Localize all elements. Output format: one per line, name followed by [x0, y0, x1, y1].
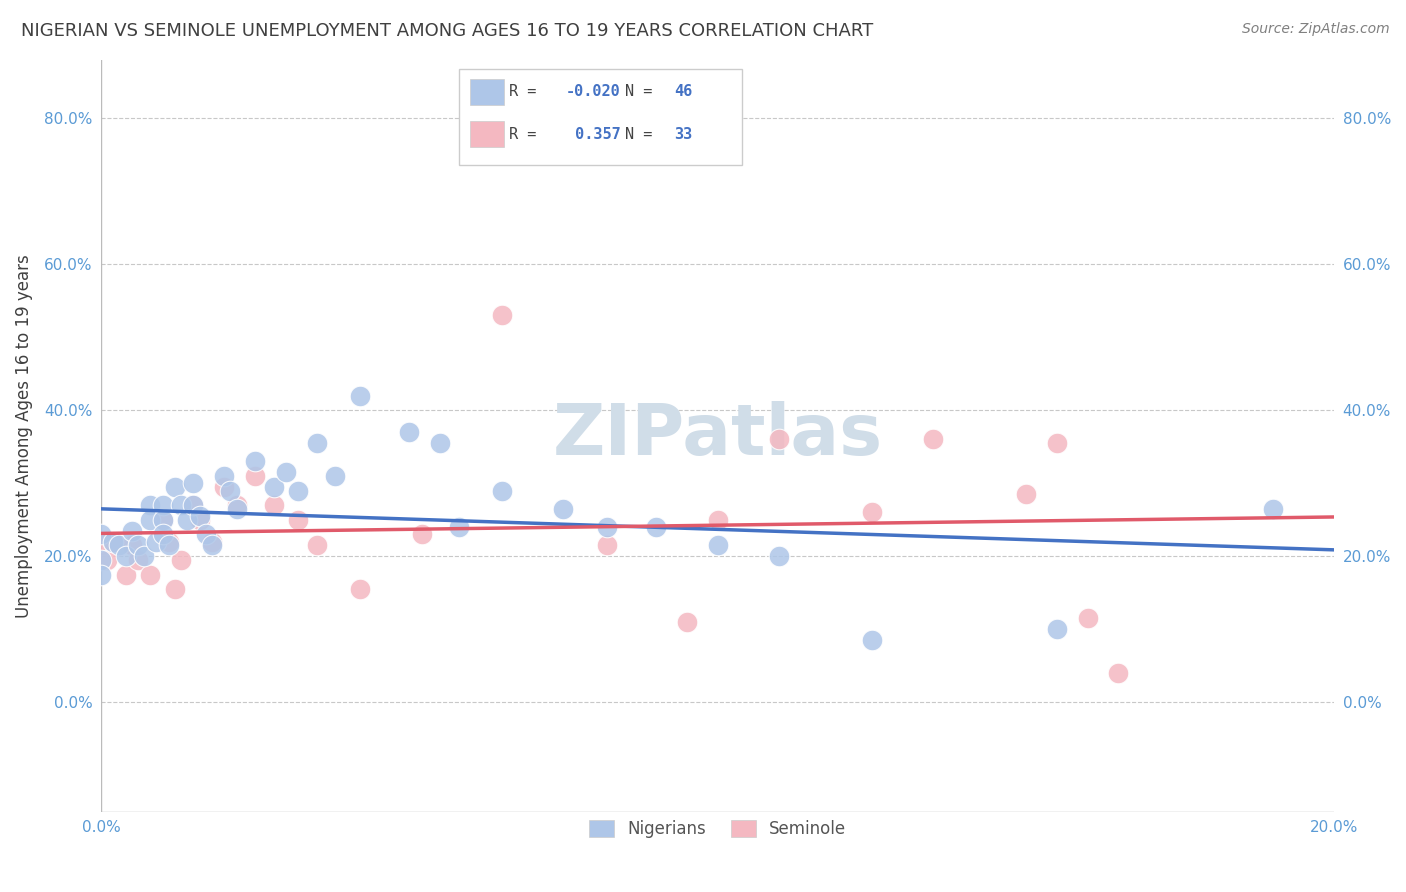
Point: [103, 534, 125, 549]
Point: [398, 425, 420, 439]
Point: [644, 520, 666, 534]
Text: NIGERIAN VS SEMINOLE UNEMPLOYMENT AMONG AGES 16 TO 19 YEARS CORRELATION CHART: NIGERIAN VS SEMINOLE UNEMPLOYMENT AMONG …: [21, 22, 873, 40]
FancyBboxPatch shape: [458, 69, 742, 165]
Point: [163, 582, 186, 596]
Point: [90, 567, 112, 582]
Text: Source: ZipAtlas.com: Source: ZipAtlas.com: [1241, 22, 1389, 37]
Point: [706, 538, 728, 552]
Text: -0.020: -0.020: [565, 85, 620, 99]
Point: [595, 520, 617, 534]
Point: [219, 483, 242, 498]
Point: [225, 501, 247, 516]
Point: [1046, 622, 1069, 636]
Point: [323, 469, 346, 483]
Text: 46: 46: [675, 85, 693, 99]
Point: [127, 553, 149, 567]
Point: [108, 538, 131, 552]
Point: [305, 538, 328, 552]
Point: [157, 538, 180, 552]
Point: [411, 527, 433, 541]
Point: [90, 538, 112, 552]
Point: [145, 534, 167, 549]
Text: N =: N =: [626, 127, 662, 142]
Point: [287, 513, 309, 527]
Point: [170, 498, 193, 512]
Point: [90, 553, 112, 567]
Point: [595, 538, 617, 552]
Point: [201, 538, 224, 552]
Point: [163, 480, 186, 494]
Point: [121, 538, 143, 552]
Point: [188, 513, 211, 527]
Point: [201, 534, 224, 549]
Point: [157, 534, 180, 549]
Point: [287, 483, 309, 498]
Text: R =: R =: [509, 85, 546, 99]
Point: [90, 527, 112, 541]
Point: [176, 513, 198, 527]
FancyBboxPatch shape: [470, 121, 505, 147]
Text: 33: 33: [675, 127, 693, 142]
FancyBboxPatch shape: [470, 79, 505, 104]
Point: [263, 480, 285, 494]
Point: [274, 465, 297, 479]
Point: [675, 615, 697, 629]
Point: [114, 549, 136, 564]
Point: [349, 582, 371, 596]
Point: [491, 308, 513, 322]
Point: [768, 549, 790, 564]
Point: [183, 476, 205, 491]
Point: [447, 520, 470, 534]
Point: [225, 498, 247, 512]
Point: [1076, 611, 1098, 625]
Point: [553, 501, 575, 516]
Point: [429, 436, 451, 450]
Point: [491, 483, 513, 498]
Text: 0.357: 0.357: [565, 127, 620, 142]
Point: [214, 469, 236, 483]
Point: [706, 513, 728, 527]
Point: [263, 498, 285, 512]
Point: [170, 553, 193, 567]
Point: [152, 527, 174, 541]
Point: [1046, 436, 1069, 450]
Point: [152, 513, 174, 527]
Point: [152, 513, 174, 527]
Point: [922, 433, 945, 447]
Point: [152, 498, 174, 512]
Point: [103, 534, 125, 549]
Point: [132, 549, 155, 564]
Point: [139, 513, 162, 527]
Point: [349, 388, 371, 402]
Point: [305, 436, 328, 450]
Text: N =: N =: [626, 85, 662, 99]
Y-axis label: Unemployment Among Ages 16 to 19 years: Unemployment Among Ages 16 to 19 years: [15, 254, 32, 617]
Point: [114, 567, 136, 582]
Point: [96, 553, 118, 567]
Point: [194, 527, 217, 541]
Point: [1261, 501, 1284, 516]
Point: [768, 433, 790, 447]
Point: [121, 524, 143, 538]
Point: [860, 633, 883, 648]
Text: ZIPatlas: ZIPatlas: [553, 401, 883, 470]
Point: [183, 498, 205, 512]
Point: [860, 505, 883, 519]
Point: [1015, 487, 1038, 501]
Point: [127, 538, 149, 552]
Legend: Nigerians, Seminole: Nigerians, Seminole: [582, 814, 853, 845]
Point: [214, 480, 236, 494]
Point: [243, 469, 266, 483]
Point: [188, 509, 211, 524]
Point: [243, 454, 266, 468]
Point: [183, 498, 205, 512]
Point: [139, 567, 162, 582]
Text: R =: R =: [509, 127, 546, 142]
Point: [1107, 666, 1129, 681]
Point: [139, 498, 162, 512]
